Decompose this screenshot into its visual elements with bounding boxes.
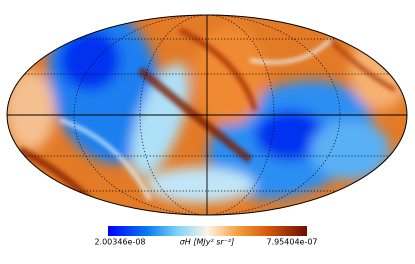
colorbar-min-label: 2.00346e-08	[94, 238, 145, 247]
colorbar-label: σH [MJy² sr⁻²]	[180, 238, 235, 247]
colorbar-max-label: 7.95404e-07	[266, 238, 317, 247]
colorbar	[108, 226, 307, 236]
map-border	[6, 14, 408, 216]
axes-lines	[7, 15, 407, 215]
